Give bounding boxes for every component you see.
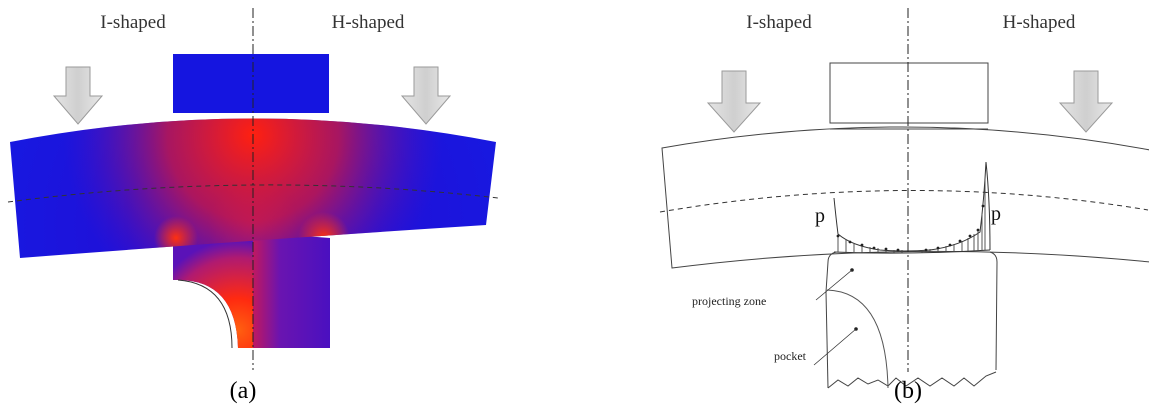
stem-outline: [825, 251, 998, 389]
panel-a: I-shaped H-shaped: [7, 8, 499, 404]
projecting-zone-leader: [815, 269, 853, 301]
panel-a-header-right: H-shaped: [332, 12, 405, 33]
stem-contour: [173, 232, 330, 349]
punch-block-contour: [173, 54, 329, 113]
pocket-outline: [826, 289, 889, 389]
down-arrow-icon: [400, 66, 452, 125]
punch-block-outline: [829, 62, 989, 124]
panel-b: I-shaped H-shaped: [659, 8, 1149, 404]
panel-b-header-right: H-shaped: [1003, 12, 1076, 33]
pocket-leader: [813, 328, 857, 366]
panel-b-header-left: I-shaped: [746, 12, 812, 33]
panel-a-caption: (a): [230, 378, 257, 404]
neutral-axis-a: [7, 184, 499, 203]
panel-a-header-left: I-shaped: [100, 12, 166, 33]
pressure-label-right: p: [991, 203, 1001, 225]
neutral-axis-b: [659, 189, 1149, 213]
pressure-label-left: p: [815, 205, 825, 227]
pocket-label: pocket: [774, 349, 807, 363]
down-arrow-icon: [52, 66, 104, 125]
beam-outline: [661, 126, 1149, 269]
projecting-zone-label: projecting zone: [692, 294, 766, 308]
down-arrow-icon: [706, 70, 762, 133]
down-arrow-icon: [1058, 70, 1114, 133]
panel-b-caption: (b): [894, 378, 922, 404]
pressure-distribution: [833, 161, 991, 254]
